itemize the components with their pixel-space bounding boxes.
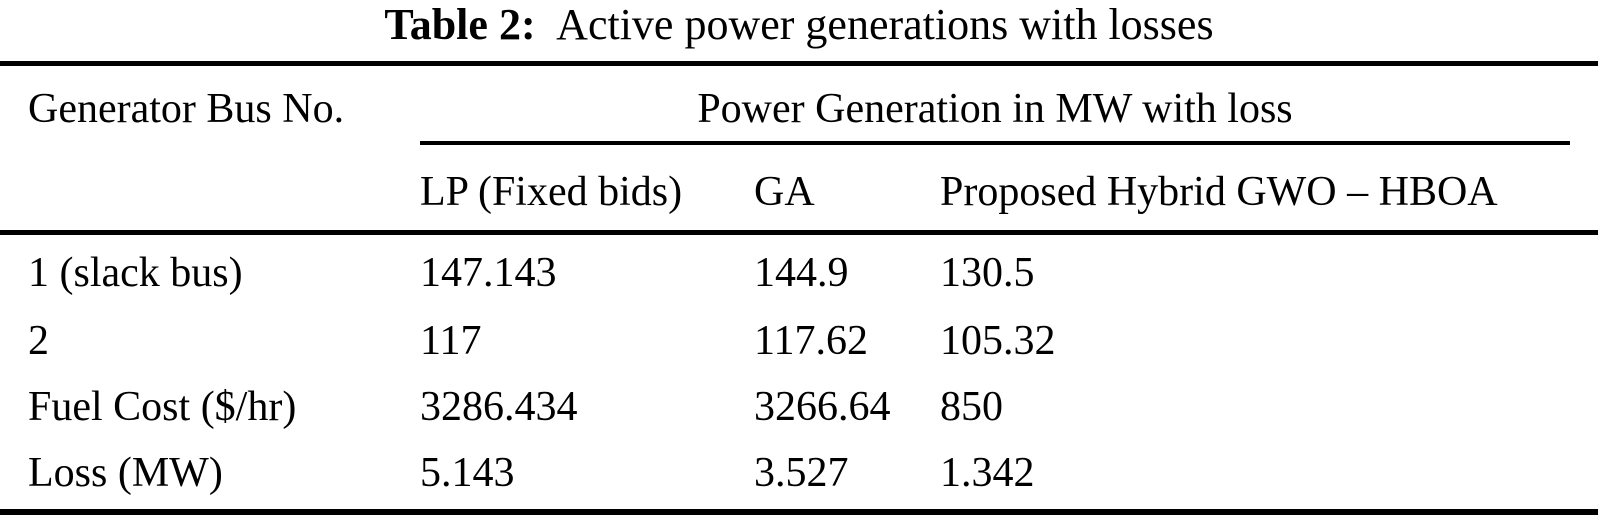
- cell-ga: 117.62: [754, 318, 868, 364]
- rule-header-separator: [0, 230, 1598, 235]
- table-row: Loss (MW) 5.143 3.527 1.342: [0, 446, 1598, 500]
- table-row: 1 (slack bus) 147.143 144.9 130.5: [0, 246, 1598, 300]
- table-subheader-row: LP (Fixed bids) GA Proposed Hybrid GWO –…: [0, 165, 1598, 219]
- rule-top: [0, 61, 1598, 66]
- table-caption: Table 2: Active power generations with l…: [0, 0, 1598, 52]
- table-caption-label: Table 2:: [384, 0, 536, 49]
- table-row: 2 117 117.62 105.32: [0, 314, 1598, 368]
- cell-ga: 3266.64: [754, 384, 891, 430]
- cell-hybrid: 105.32: [940, 318, 1056, 364]
- rule-group-underline: [420, 141, 1570, 145]
- cell-lp: 5.143: [420, 450, 515, 496]
- cell-ga: 144.9: [754, 250, 849, 296]
- cell-ga: 3.527: [754, 450, 849, 496]
- sub-header-lp: LP (Fixed bids): [420, 169, 683, 215]
- cell-lp: 3286.434: [420, 384, 578, 430]
- cell-hybrid: 1.342: [940, 450, 1035, 496]
- col-group-header-power-generation: Power Generation in MW with loss: [697, 86, 1293, 132]
- row-label: 2: [28, 318, 49, 364]
- row-label: 1 (slack bus): [28, 250, 243, 296]
- col-header-generator-bus: Generator Bus No.: [28, 86, 345, 132]
- row-label: Fuel Cost ($/hr): [28, 384, 297, 430]
- cell-hybrid: 850: [940, 384, 1003, 430]
- rule-bottom: [0, 509, 1598, 515]
- row-label: Loss (MW): [28, 450, 223, 496]
- table-header-row: Generator Bus No. Power Generation in MW…: [0, 82, 1598, 136]
- subheader-spacer: [0, 165, 420, 219]
- sub-header-hybrid-gwo-hboa: Proposed Hybrid GWO – HBOA: [940, 169, 1498, 215]
- table-caption-text: Active power generations with losses: [556, 0, 1214, 49]
- sub-header-ga: GA: [754, 169, 815, 215]
- cell-hybrid: 130.5: [940, 250, 1035, 296]
- cell-lp: 117: [420, 318, 482, 364]
- table-row: Fuel Cost ($/hr) 3286.434 3266.64 850: [0, 380, 1598, 434]
- cell-lp: 147.143: [420, 250, 557, 296]
